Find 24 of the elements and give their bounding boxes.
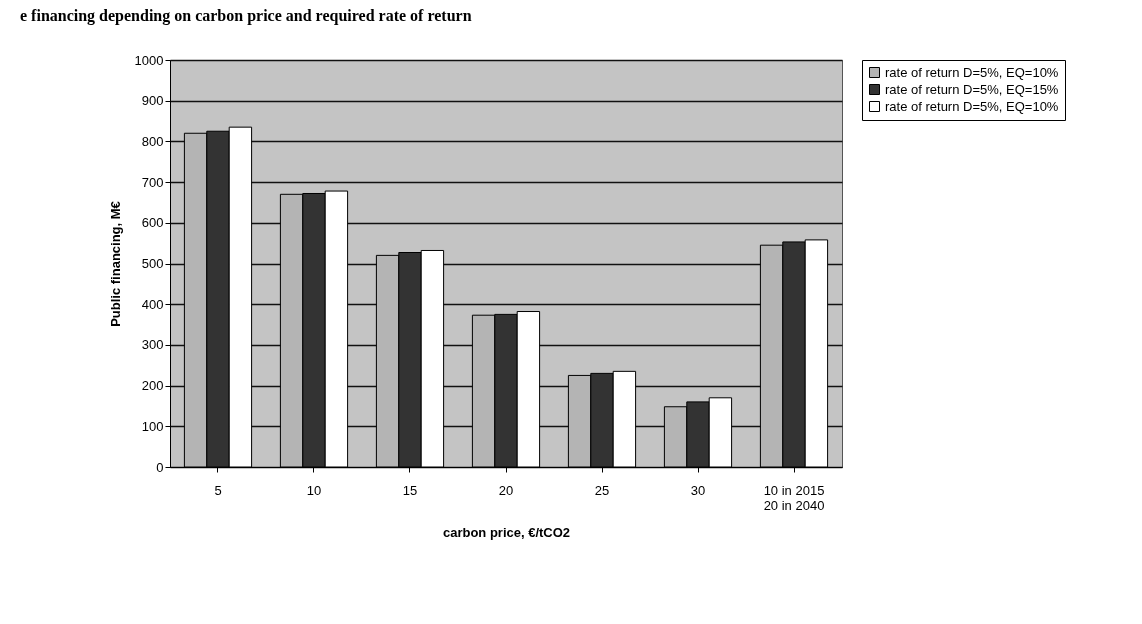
y-tick-label: 300 (141, 337, 164, 353)
y-tick-label: 800 (141, 133, 164, 149)
legend-label: rate of return D=5%, EQ=10% (885, 64, 1059, 80)
x-tick-label: 20 (498, 482, 514, 498)
x-tick-label: 30 (690, 482, 706, 498)
y-tick-label: 200 (141, 378, 164, 394)
y-tick-label: 0 (156, 459, 164, 475)
x-tick-label: 10 (306, 482, 322, 498)
x-tick-label: 10 in 2015 20 in 2040 (763, 482, 825, 513)
x-tick-label: 5 (214, 482, 222, 498)
x-axis-title: carbon price, €/tCO2 (442, 524, 571, 540)
y-tick-label: 100 (141, 418, 164, 434)
y-axis-title: Public financing, M€ (107, 201, 123, 327)
y-tick-label: 600 (141, 215, 164, 231)
y-tick-label: 400 (141, 296, 164, 312)
legend-label: rate of return D=5%, EQ=10% (885, 98, 1059, 114)
x-tick-label: 15 (402, 482, 418, 498)
y-tick-label: 700 (141, 174, 164, 190)
y-tick-label: 500 (141, 256, 164, 271)
legend-label: rate of return D=5%, EQ=15% (885, 81, 1059, 97)
chart-title: e financing depending on carbon price and required rate of return (20, 7, 472, 25)
y-tick-label: 900 (141, 93, 164, 109)
x-tick-label: 25 (594, 482, 610, 498)
y-tick-label: 1000 (134, 52, 164, 68)
